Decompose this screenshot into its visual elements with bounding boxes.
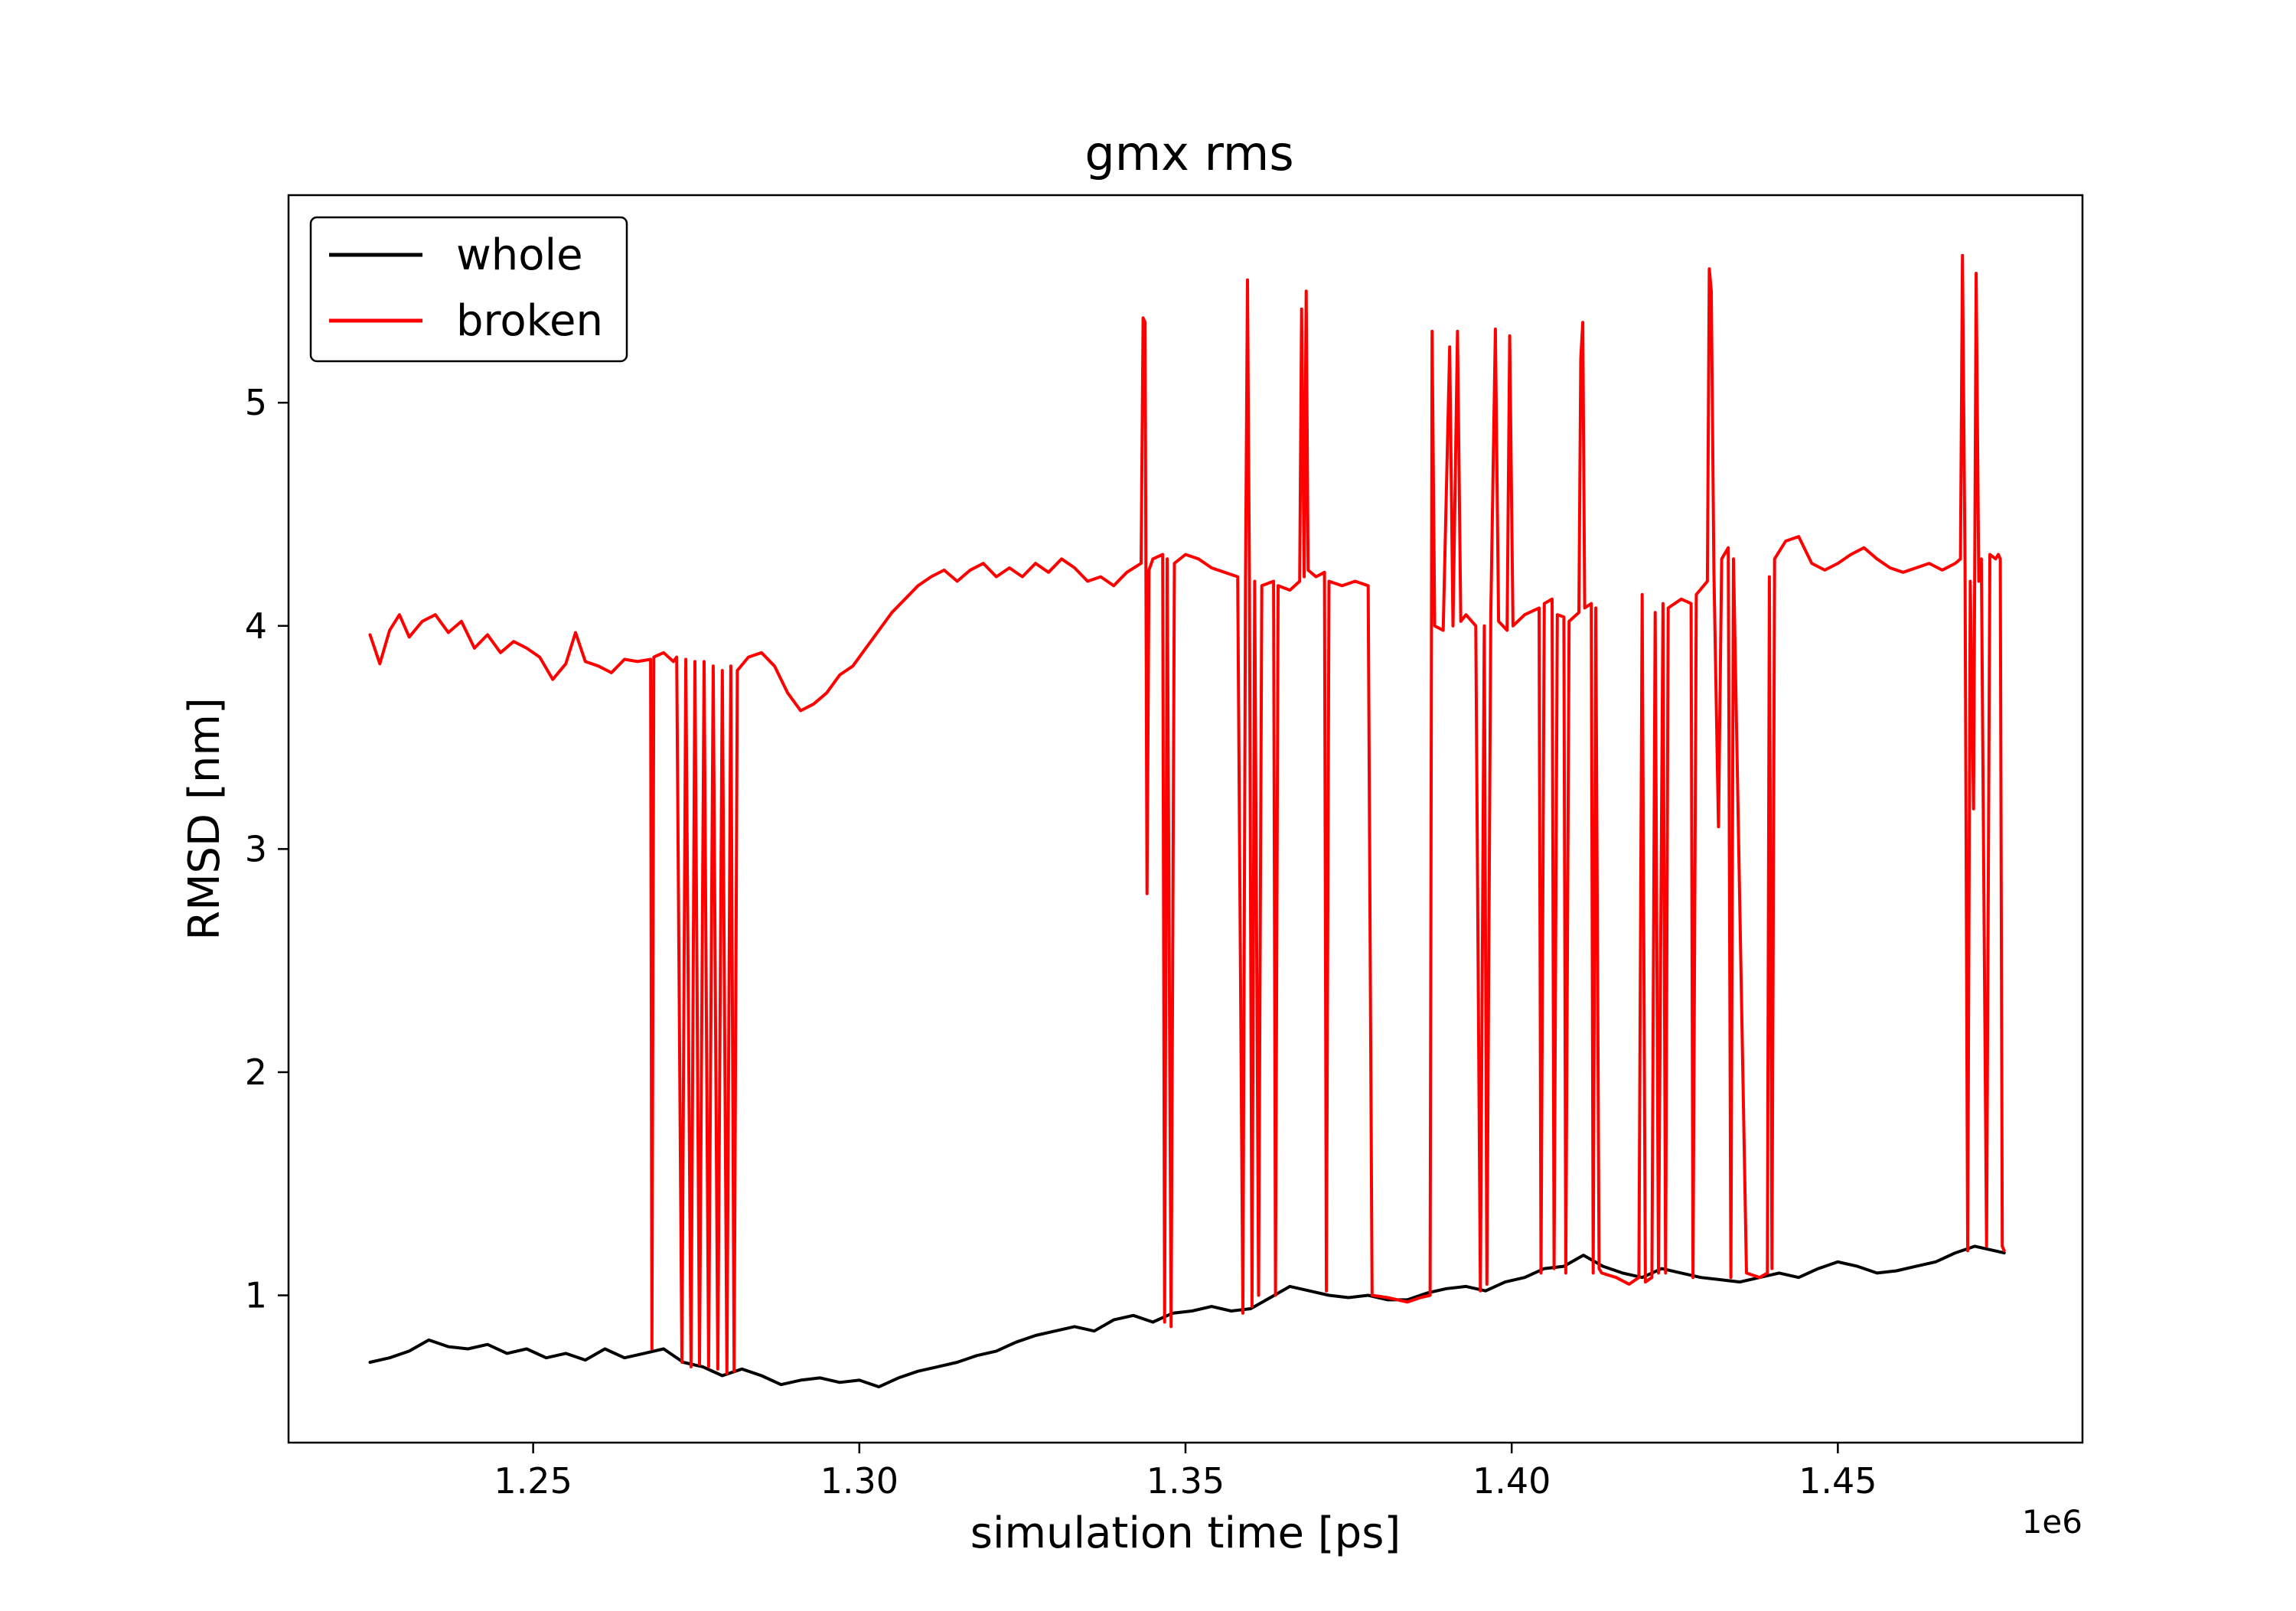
y-axis-label: RMSD [nm] <box>180 697 230 940</box>
x-tick-label: 1.35 <box>1146 1460 1225 1502</box>
legend-label-whole: whole <box>456 230 583 280</box>
y-tick-label: 2 <box>245 1052 267 1093</box>
legend-label-broken: broken <box>456 296 603 346</box>
x-axis-label: simulation time [ps] <box>970 1508 1401 1558</box>
series-line-broken <box>368 253 2006 1375</box>
x-tick-label: 1.25 <box>494 1460 572 1502</box>
series-layer <box>368 253 2006 1389</box>
x-offset-label: 1e6 <box>2022 1503 2082 1541</box>
y-tick-label: 4 <box>245 605 267 647</box>
x-tick-label: 1.45 <box>1799 1460 1877 1502</box>
x-tick-label: 1.30 <box>820 1460 899 1502</box>
y-tick-label: 5 <box>245 382 267 423</box>
y-axis: 1 2 3 4 5 <box>245 382 289 1316</box>
chart-title: gmx rms <box>1084 126 1293 181</box>
x-tick-label: 1.40 <box>1473 1460 1551 1502</box>
legend: whole broken <box>309 216 628 363</box>
series-line-whole <box>368 1244 2006 1389</box>
y-tick-label: 3 <box>245 828 267 869</box>
y-tick-label: 1 <box>245 1275 267 1316</box>
x-axis: 1.25 1.30 1.35 1.40 1.45 <box>494 1443 1877 1502</box>
